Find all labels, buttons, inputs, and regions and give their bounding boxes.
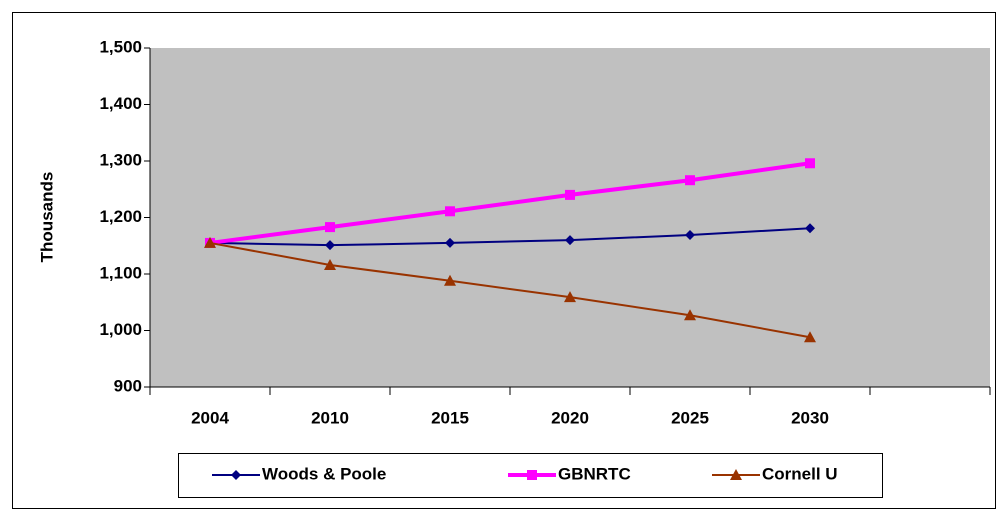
y-tick-label: 1,100 <box>99 263 142 282</box>
y-tick-label: 1,300 <box>99 150 142 169</box>
data-point <box>444 274 456 286</box>
data-point <box>684 309 696 321</box>
data-point <box>565 189 575 200</box>
data-point <box>564 291 576 303</box>
x-tick-label: 2010 <box>311 408 349 427</box>
x-tick-label: 2025 <box>671 408 709 427</box>
data-point <box>324 258 336 270</box>
legend-marker <box>730 469 742 480</box>
series-line <box>209 161 811 245</box>
x-tick-label: 2004 <box>191 408 229 427</box>
legend-label: Cornell U <box>762 464 838 483</box>
x-tick-label: 2015 <box>431 408 469 427</box>
data-point <box>204 236 216 248</box>
legend-marker <box>231 470 241 480</box>
data-point <box>445 206 455 217</box>
x-tick-label: 2020 <box>551 408 589 427</box>
y-tick-label: 1,200 <box>99 207 142 226</box>
data-point <box>445 237 455 248</box>
y-tick-label: 1,500 <box>99 37 142 56</box>
legend-label: Woods & Poole <box>262 464 386 483</box>
data-point <box>685 175 695 186</box>
y-tick-label: 1,000 <box>99 320 142 339</box>
data-point <box>685 230 695 241</box>
series-line <box>209 241 811 339</box>
data-point <box>805 223 815 234</box>
y-tick-label: 1,400 <box>99 94 142 113</box>
data-point <box>325 240 335 251</box>
legend-marker <box>527 470 537 480</box>
data-point <box>804 331 816 343</box>
legend-label: GBNRTC <box>558 464 631 483</box>
plot-area <box>150 48 990 387</box>
y-axis-label: Thousands <box>37 172 56 263</box>
data-point <box>805 158 815 169</box>
data-point <box>325 222 335 233</box>
data-point <box>565 235 575 246</box>
series-line <box>209 227 811 247</box>
y-tick-label: 900 <box>114 376 142 395</box>
x-tick-label: 2030 <box>791 408 829 427</box>
